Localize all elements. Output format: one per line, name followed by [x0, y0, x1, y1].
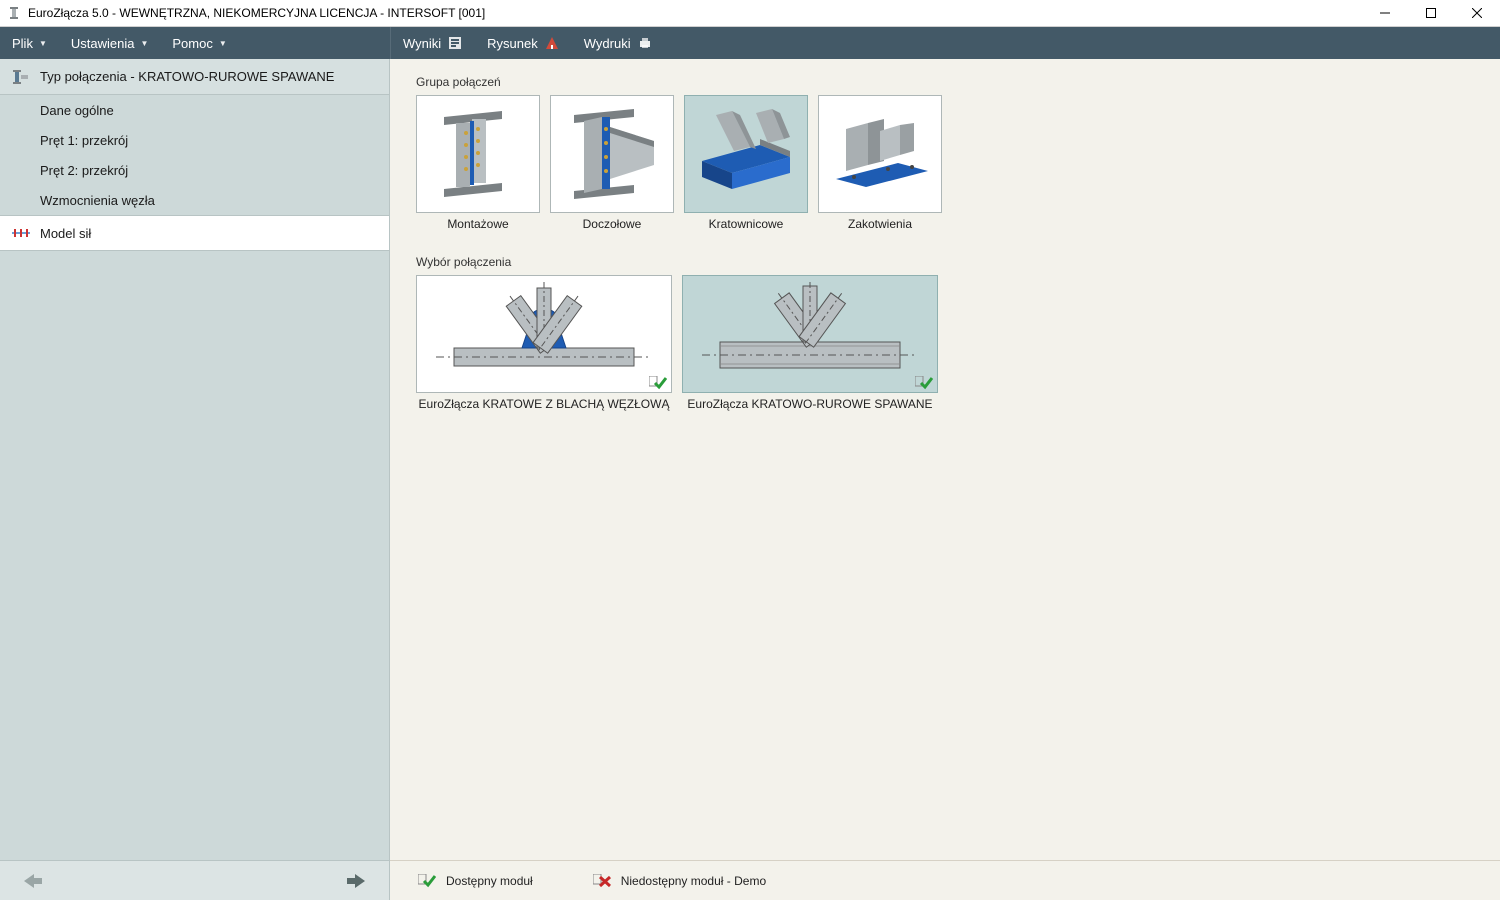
- legend-bar: Dostępny moduł Niedostępny moduł - Demo: [390, 860, 1500, 900]
- connection-card-gusset[interactable]: [416, 275, 672, 393]
- chevron-down-icon: ▼: [219, 39, 227, 48]
- connections-row: EuroZłącza KRATOWE Z BLACHĄ WĘZŁOWĄ: [416, 275, 1474, 411]
- window-controls: [1362, 0, 1500, 27]
- menu-settings-label: Ustawienia: [71, 36, 135, 51]
- title-bar: EuroZłącza 5.0 - WEWNĘTRZNA, NIEKOMERCYJ…: [0, 0, 1500, 27]
- menu-file-label: Plik: [12, 36, 33, 51]
- group-card-label: Doczołowe: [583, 217, 642, 231]
- sidebar-item-rod1[interactable]: Pręt 1: przekrój: [0, 125, 389, 155]
- menu-bar: Plik▼ Ustawienia▼ Pomoc▼ Wyniki Rysunek …: [0, 27, 1500, 59]
- group-card-zakotwienia[interactable]: [818, 95, 942, 213]
- maximize-button[interactable]: [1408, 0, 1454, 27]
- legend-available-label: Dostępny moduł: [446, 874, 533, 888]
- sidebar: Typ połączenia - KRATOWO-RUROWE SPAWANE …: [0, 59, 390, 900]
- group-card-label: Montażowe: [447, 217, 508, 231]
- close-button[interactable]: [1454, 0, 1500, 27]
- connection-card-label: EuroZłącza KRATOWO-RUROWE SPAWANE: [687, 397, 932, 411]
- menu-results[interactable]: Wyniki: [391, 27, 475, 59]
- sidebar-item-reinforcement[interactable]: Wzmocnienia węzła: [0, 185, 389, 215]
- group-card-label: Kratownicowe: [709, 217, 784, 231]
- chevron-down-icon: ▼: [140, 39, 148, 48]
- menu-help[interactable]: Pomoc ▼: [160, 27, 238, 59]
- groups-title: Grupa połączeń: [416, 75, 1474, 89]
- menu-file[interactable]: Plik ▼: [0, 27, 59, 59]
- menu-results-label: Wyniki: [403, 36, 441, 51]
- connections-title: Wybór połączenia: [416, 255, 1474, 269]
- chevron-down-icon: ▼: [39, 39, 47, 48]
- menu-drawing-label: Rysunek: [487, 36, 538, 51]
- legend-available: Dostępny moduł: [418, 874, 533, 888]
- group-card-montazowe[interactable]: [416, 95, 540, 213]
- connection-type-icon: [12, 68, 30, 86]
- sidebar-item-rod2[interactable]: Pręt 2: przekrój: [0, 155, 389, 185]
- available-check-icon: [418, 874, 436, 888]
- menu-prints-label: Wydruki: [584, 36, 631, 51]
- legend-unavailable-label: Niedostępny moduł - Demo: [621, 874, 766, 888]
- forces-model-icon: [12, 226, 30, 240]
- window-title: EuroZłącza 5.0 - WEWNĘTRZNA, NIEKOMERCYJ…: [28, 6, 485, 20]
- main-panel: Grupa połączeń: [390, 59, 1500, 900]
- sidebar-footer: [0, 860, 389, 900]
- sidebar-item-label: Dane ogólne: [40, 103, 114, 118]
- drawing-icon: [544, 35, 560, 51]
- menu-help-label: Pomoc: [172, 36, 212, 51]
- sidebar-item-label: Pręt 1: przekrój: [40, 133, 128, 148]
- unavailable-cross-icon: [593, 874, 611, 888]
- app-icon: [6, 5, 22, 21]
- available-check-icon: [649, 376, 667, 390]
- menu-prints[interactable]: Wydruki: [572, 27, 665, 59]
- group-card-doczolowe[interactable]: [550, 95, 674, 213]
- available-check-icon: [915, 376, 933, 390]
- connection-card-tubular[interactable]: [682, 275, 938, 393]
- group-card-label: Zakotwienia: [848, 217, 912, 231]
- sidebar-header-label: Typ połączenia - KRATOWO-RUROWE SPAWANE: [40, 69, 334, 84]
- sidebar-item-label: Wzmocnienia węzła: [40, 193, 155, 208]
- printer-icon: [637, 35, 653, 51]
- sidebar-item-label: Pręt 2: przekrój: [40, 163, 128, 178]
- minimize-button[interactable]: [1362, 0, 1408, 27]
- legend-unavailable: Niedostępny moduł - Demo: [593, 874, 766, 888]
- sidebar-header[interactable]: Typ połączenia - KRATOWO-RUROWE SPAWANE: [0, 59, 389, 95]
- sidebar-item-general[interactable]: Dane ogólne: [0, 95, 389, 125]
- group-card-kratownicowe[interactable]: [684, 95, 808, 213]
- connection-card-label: EuroZłącza KRATOWE Z BLACHĄ WĘZŁOWĄ: [419, 397, 670, 411]
- prev-button[interactable]: [16, 867, 50, 895]
- sidebar-section-label: Model sił: [40, 226, 91, 241]
- menu-settings[interactable]: Ustawienia ▼: [59, 27, 161, 59]
- groups-row: Montażowe Doczołow: [416, 95, 1474, 231]
- sidebar-section-model[interactable]: Model sił: [0, 215, 389, 251]
- next-button[interactable]: [339, 867, 373, 895]
- results-icon: [447, 35, 463, 51]
- menu-drawing[interactable]: Rysunek: [475, 27, 572, 59]
